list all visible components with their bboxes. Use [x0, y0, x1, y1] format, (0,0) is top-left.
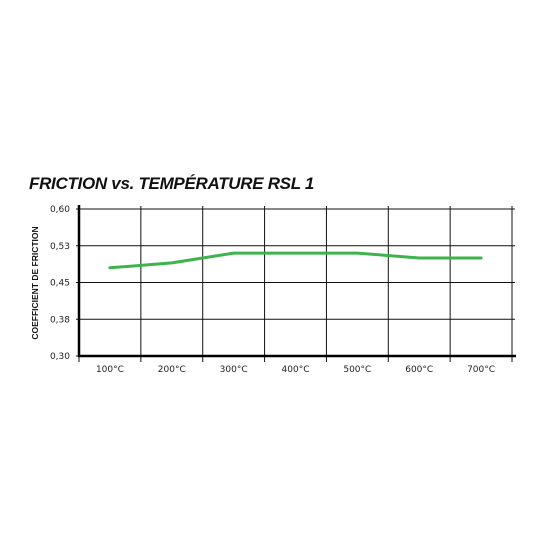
y-tick-label: 0,45: [50, 279, 70, 289]
y-tick-label: 0,60: [50, 205, 70, 215]
series-line: [108, 251, 483, 270]
x-tick-label: 400°C: [282, 365, 310, 375]
series-layer: [108, 251, 483, 270]
x-tick-label: 200°C: [158, 365, 186, 375]
x-tick-label: 500°C: [343, 365, 371, 375]
y-axis-title: COEFFICIENT DE FRICTION: [30, 226, 40, 339]
tick-labels: 0,60 0,53 0,45 0,38 0,30 100°C 200°C 300°C 400°C…: [50, 205, 495, 375]
x-tick-label: 600°C: [405, 365, 433, 375]
y-tick-label: 0,38: [50, 315, 70, 325]
x-tick-label: 100°C: [96, 365, 124, 375]
x-tick-label: 700°C: [467, 365, 495, 375]
y-tick-label: 0,53: [50, 242, 70, 252]
axes: [77, 205, 516, 358]
x-tick-label: 300°C: [220, 365, 248, 375]
grid-lines: [76, 206, 515, 362]
chart-title: FRICTION vs. TEMPÉRATURE RSL 1: [29, 174, 315, 193]
y-tick-label: 0,30: [50, 352, 70, 362]
